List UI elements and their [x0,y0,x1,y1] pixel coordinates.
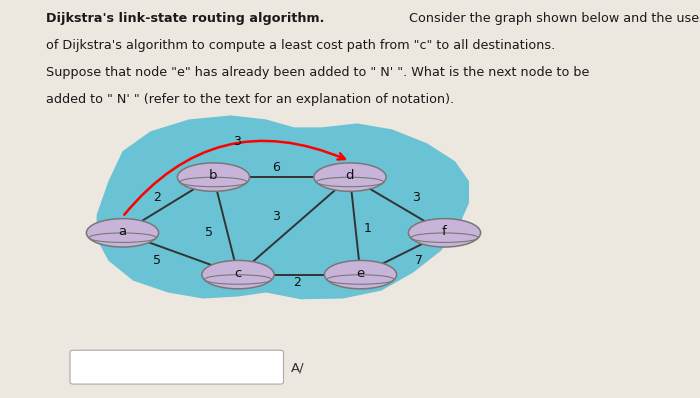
Ellipse shape [408,219,481,247]
Text: 7: 7 [414,254,423,267]
Polygon shape [97,115,469,299]
Ellipse shape [324,260,397,289]
Text: d: d [346,169,354,182]
Text: Dijkstra's link-state routing algorithm.: Dijkstra's link-state routing algorithm. [46,12,324,25]
FancyBboxPatch shape [70,350,284,384]
Text: of Dijkstra's algorithm to compute a least cost path from "c" to all destination: of Dijkstra's algorithm to compute a lea… [46,39,554,52]
Ellipse shape [86,219,159,247]
Text: 6: 6 [272,162,281,174]
Text: 3: 3 [272,211,281,223]
Text: 3: 3 [232,135,241,148]
Text: 5: 5 [153,254,162,267]
Text: c: c [234,267,241,280]
Text: a: a [118,225,127,238]
Text: 2: 2 [153,191,162,203]
Text: Suppose that node "e" has already been added to " N' ". What is the next node to: Suppose that node "e" has already been a… [46,66,589,79]
Ellipse shape [314,163,386,191]
Text: Consider the graph shown below and the use: Consider the graph shown below and the u… [405,12,699,25]
Text: A/: A/ [290,362,304,375]
Text: e: e [356,267,365,280]
Ellipse shape [177,163,250,191]
Text: 2: 2 [293,276,302,289]
Text: added to " N' " (refer to the text for an explanation of notation).: added to " N' " (refer to the text for a… [46,93,454,106]
Text: 3: 3 [412,191,421,203]
Text: 5: 5 [204,226,213,239]
Text: f: f [442,225,447,238]
Text: b: b [209,169,218,182]
Ellipse shape [202,260,274,289]
Text: 1: 1 [363,222,372,235]
